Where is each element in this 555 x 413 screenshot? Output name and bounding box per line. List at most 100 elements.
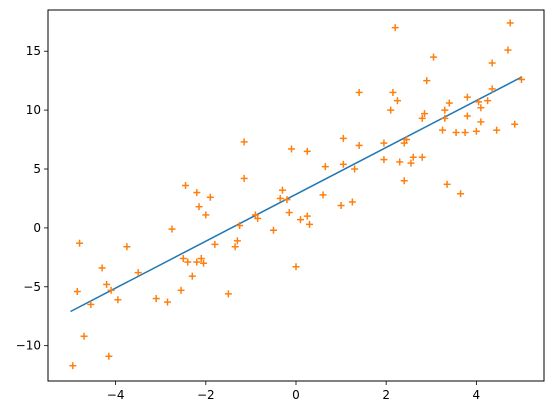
- data-point: [463, 112, 471, 120]
- data-point: [421, 110, 429, 118]
- data-point: [163, 298, 171, 306]
- data-point: [98, 264, 106, 272]
- data-point: [254, 214, 262, 222]
- data-point: [276, 194, 284, 202]
- x-tick-label: 2: [382, 388, 390, 402]
- data-point: [457, 190, 465, 198]
- data-point: [472, 127, 480, 135]
- data-point: [418, 114, 426, 122]
- data-point: [285, 209, 293, 217]
- data-point: [418, 153, 426, 161]
- data-point: [306, 220, 314, 228]
- data-point: [493, 126, 501, 134]
- data-point: [134, 269, 142, 277]
- data-point: [105, 352, 113, 360]
- data-point: [287, 145, 295, 153]
- data-point: [409, 153, 417, 161]
- data-point: [73, 287, 81, 295]
- y-axis: −10 −5 0 5 10 15: [16, 44, 48, 353]
- data-point: [179, 255, 187, 263]
- data-point: [463, 93, 471, 101]
- data-point: [348, 198, 356, 206]
- data-point: [206, 193, 214, 201]
- data-point: [69, 362, 77, 370]
- data-point: [188, 272, 196, 280]
- data-point: [355, 141, 363, 149]
- data-point: [321, 163, 329, 171]
- data-point: [200, 259, 208, 267]
- scatter-points-layer: [69, 19, 525, 370]
- data-point: [193, 258, 201, 266]
- data-point: [337, 202, 345, 210]
- data-point: [407, 159, 415, 167]
- data-point: [251, 211, 259, 219]
- data-point: [202, 211, 210, 219]
- data-point: [477, 118, 485, 126]
- data-point: [193, 189, 201, 197]
- data-point: [511, 120, 519, 128]
- data-point: [240, 174, 248, 182]
- data-point: [177, 286, 185, 294]
- y-tick-label: 0: [33, 221, 41, 235]
- data-point: [423, 77, 431, 85]
- data-point: [355, 88, 363, 96]
- data-point: [197, 255, 205, 263]
- data-point: [224, 290, 232, 298]
- data-point: [233, 237, 241, 245]
- data-point: [303, 147, 311, 155]
- data-point: [303, 212, 311, 220]
- data-point: [441, 114, 449, 122]
- data-point: [269, 226, 277, 234]
- data-point: [477, 104, 485, 112]
- x-tick-label: 4: [473, 388, 481, 402]
- data-point: [80, 332, 88, 340]
- data-point: [488, 59, 496, 67]
- data-point: [351, 165, 359, 173]
- data-point: [182, 181, 190, 189]
- data-point: [231, 243, 239, 251]
- data-point: [402, 136, 410, 144]
- data-point: [240, 138, 248, 146]
- data-point: [452, 128, 460, 136]
- y-tick-label: 15: [26, 44, 41, 58]
- data-point: [107, 286, 115, 294]
- data-point: [152, 295, 160, 303]
- data-point: [211, 240, 219, 248]
- data-point: [441, 106, 449, 114]
- data-point: [380, 156, 388, 164]
- y-tick-label: −5: [23, 280, 41, 294]
- x-tick-label: −2: [197, 388, 215, 402]
- data-point: [391, 24, 399, 32]
- data-point: [319, 191, 327, 199]
- data-point: [389, 88, 397, 96]
- x-tick-label: 0: [292, 388, 300, 402]
- data-point: [380, 139, 388, 147]
- plot-area: [48, 10, 544, 381]
- data-point: [439, 126, 447, 134]
- data-point: [123, 243, 131, 251]
- data-point: [292, 263, 300, 271]
- data-point: [76, 239, 84, 247]
- data-point: [393, 97, 401, 105]
- x-tick-label: −4: [107, 388, 125, 402]
- y-tick-label: −10: [16, 339, 41, 353]
- x-axis: −4 −2 0 2 4: [107, 381, 480, 402]
- data-point: [400, 139, 408, 147]
- regression-line-layer: [70, 76, 522, 313]
- data-point: [461, 128, 469, 136]
- data-point: [278, 186, 286, 194]
- data-point: [506, 19, 514, 27]
- data-point: [517, 75, 525, 83]
- data-point: [184, 258, 192, 266]
- data-point: [504, 46, 512, 54]
- data-point: [475, 98, 483, 106]
- y-tick-label: 10: [26, 103, 41, 117]
- data-point: [114, 296, 122, 304]
- data-point: [443, 180, 451, 188]
- data-point: [430, 53, 438, 61]
- data-point: [168, 225, 176, 233]
- data-point: [103, 280, 111, 288]
- data-point: [195, 203, 203, 211]
- data-point: [396, 158, 404, 166]
- data-point: [484, 97, 492, 105]
